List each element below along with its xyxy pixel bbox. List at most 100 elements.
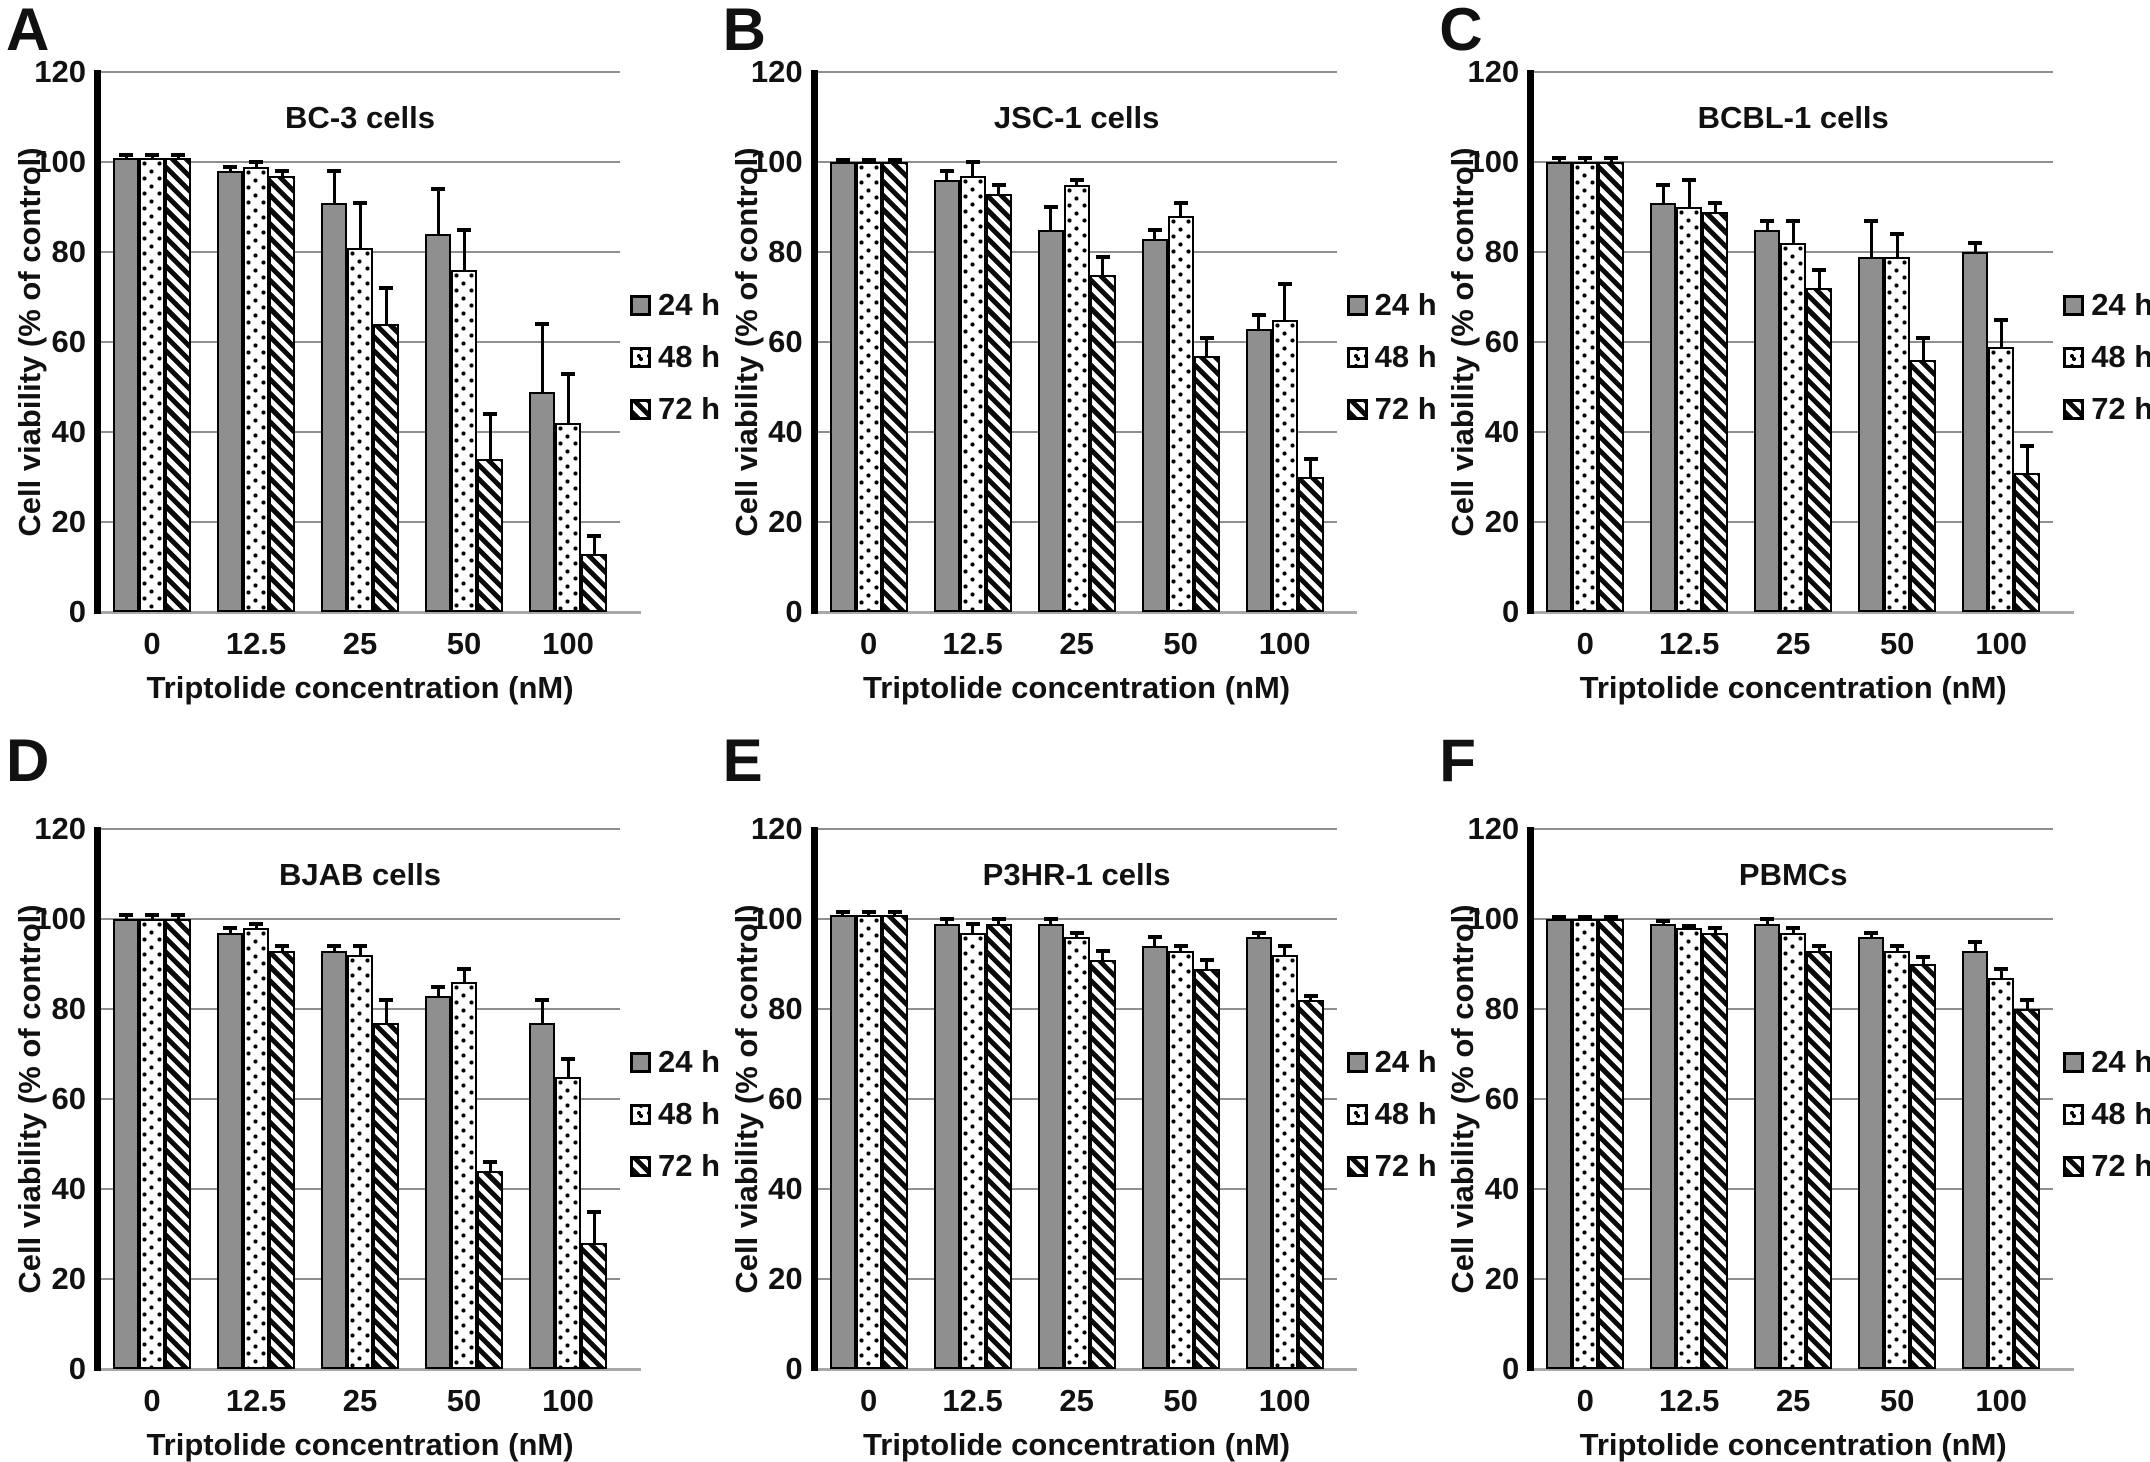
error-bar — [332, 171, 336, 203]
x-tick-label: 12.5 — [942, 1383, 1003, 1418]
bar — [1546, 919, 1573, 1369]
error-bar-cap — [1760, 218, 1775, 223]
x-tick-label: 12.5 — [225, 626, 287, 661]
error-bar-cap — [939, 169, 954, 173]
bar — [269, 175, 295, 612]
x-baseline — [1533, 1368, 2074, 1371]
x-tick-label: 50 — [446, 1383, 482, 1418]
bar — [1297, 1000, 1324, 1369]
error-bar — [384, 288, 388, 324]
error-bar-cap — [353, 200, 367, 205]
bar — [347, 955, 373, 1369]
error-bar-cap — [275, 944, 289, 948]
bar — [1089, 274, 1116, 612]
plot-area: BCBL-1 cells — [1527, 70, 2074, 614]
error-bar — [150, 914, 154, 919]
error-bar — [1205, 959, 1209, 969]
error-bar — [1075, 932, 1079, 937]
error-bar — [176, 914, 180, 919]
x-tick-label: 0 — [143, 626, 161, 661]
y-tick-label: 120 — [34, 811, 86, 846]
legend-item: 24 h — [1346, 1044, 1437, 1080]
x-tick-label: 25 — [1059, 1383, 1094, 1418]
error-bar-cap — [1708, 926, 1723, 930]
panel-letter: C — [1439, 0, 1483, 63]
error-bar-cap — [1916, 335, 1931, 340]
bar — [1988, 977, 2015, 1369]
bar — [985, 923, 1012, 1369]
y-tick-label: 100 — [1467, 901, 1520, 936]
error-bar-cap — [145, 153, 159, 158]
legend-swatch-p48-icon — [630, 1103, 651, 1125]
bar — [1167, 216, 1194, 612]
legend-label: 24 h — [1374, 287, 1437, 322]
error-bar-cap — [1303, 993, 1318, 998]
gridline-120 — [1533, 71, 2054, 73]
x-baseline — [816, 611, 1358, 614]
legend-item: 48 h — [2063, 1096, 2150, 1132]
bar — [2014, 1009, 2041, 1369]
error-bar — [1075, 180, 1079, 185]
bar — [373, 324, 399, 612]
y-tick-label: 80 — [51, 991, 86, 1026]
y-tick-label: 100 — [34, 144, 86, 179]
error-bar-cap — [119, 912, 133, 917]
legend-label: 48 h — [2091, 1096, 2150, 1131]
legend-swatch-p24-icon — [630, 1051, 651, 1073]
x-tick-label: 100 — [542, 1383, 594, 1418]
gridline-120 — [816, 71, 1337, 73]
bar — [113, 919, 139, 1369]
error-bar — [228, 928, 232, 933]
error-bar-cap — [1812, 944, 1827, 948]
bar — [881, 162, 908, 612]
bar — [477, 1171, 503, 1369]
error-bar — [436, 986, 440, 996]
bar — [555, 423, 581, 612]
plot-area: BJAB cells — [94, 827, 641, 1371]
panel-D: D Cell viability (% of control) BJAB cells… — [0, 727, 720, 1462]
error-bar-cap — [1786, 926, 1801, 930]
x-tick-label: 25 — [1775, 1383, 1811, 1418]
legend-label: 24 h — [1374, 1044, 1437, 1079]
error-bar — [971, 923, 975, 933]
error-bar-cap — [1708, 200, 1723, 205]
y-tick-label: 100 — [1467, 144, 1520, 179]
y-axis-line — [1527, 827, 1535, 1371]
error-bar-cap — [535, 322, 549, 326]
gridline-120 — [1533, 828, 2054, 830]
gridline-120 — [816, 828, 1337, 830]
x-axis-title: Triptolide concentration (nM) — [146, 1427, 574, 1462]
legend-swatch-p24-icon — [1346, 1051, 1368, 1073]
panel-letter: D — [6, 727, 50, 794]
legend-swatch-p72-icon — [1346, 398, 1368, 420]
error-bar — [280, 171, 284, 176]
chart-title: PBMCs — [1738, 857, 1848, 892]
plot-area: PBMCs — [1527, 827, 2074, 1371]
error-bar — [1765, 220, 1769, 230]
x-tick-label: 25 — [1059, 626, 1094, 661]
x-tick-label: 0 — [859, 626, 878, 661]
error-bar-cap — [887, 157, 902, 162]
legend-label: 24 h — [2091, 1044, 2150, 1079]
error-bar-cap — [1656, 919, 1671, 924]
y-tick-label: 100 — [34, 901, 86, 936]
bar — [1962, 252, 1989, 612]
legend-item: 24 h — [2063, 287, 2150, 323]
legend-swatch-p72-icon — [630, 398, 651, 420]
y-tick-label: 100 — [750, 901, 803, 936]
x-tick-label: 50 — [1879, 626, 1915, 661]
error-bar-cap — [1994, 317, 2009, 322]
bar — [1089, 959, 1116, 1369]
error-bar-cap — [1277, 944, 1292, 948]
x-tick-label: 100 — [1975, 1383, 2028, 1418]
x-tick-label: 12.5 — [1659, 626, 1720, 661]
bar — [1193, 355, 1220, 612]
legend-item: 24 h — [2063, 1044, 2150, 1080]
error-bar-cap — [379, 998, 393, 1002]
y-tick-label: 40 — [51, 414, 86, 449]
x-baseline — [1533, 611, 2074, 614]
legend-swatch-p48-icon — [1346, 1103, 1368, 1125]
legend-item: 48 h — [2063, 339, 2150, 375]
panel-letter: F — [1439, 727, 1476, 794]
